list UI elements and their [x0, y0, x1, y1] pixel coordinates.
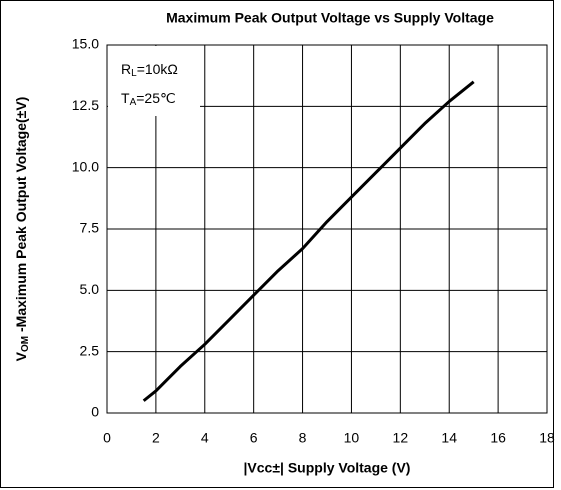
annotation-main: R	[121, 61, 131, 77]
x-tick-label: 16	[490, 430, 506, 446]
y-axis-label-group: VOM -Maximum Peak Output Voltage(±V)	[13, 97, 31, 362]
annotation: RL=10kΩ	[121, 61, 178, 79]
annotation-rest: =25℃	[136, 90, 175, 106]
annotation-sub: L	[131, 68, 137, 79]
annotation: TA=25℃	[121, 90, 176, 108]
y-axis-label: VOM -Maximum Peak Output Voltage(±V)	[13, 97, 31, 362]
x-tick-label: 14	[441, 430, 457, 446]
chart-title: Maximum Peak Output Voltage vs Supply Vo…	[166, 10, 494, 26]
annotation-box	[108, 46, 200, 116]
line-series	[142, 80, 475, 402]
y-tick-label: 0	[91, 404, 99, 420]
y-axis-label-sub: OM	[20, 336, 31, 352]
x-tick-label: 6	[250, 430, 258, 446]
x-tick-label: 10	[344, 430, 360, 446]
x-tick-label: 12	[393, 430, 409, 446]
x-tick-label: 8	[299, 430, 307, 446]
x-axis-label: |Vcc±| Supply Voltage (V)	[244, 460, 411, 476]
y-tick-label: 10.0	[72, 158, 99, 174]
y-tick-label: 15.0	[72, 36, 99, 52]
y-axis-label-main: V	[13, 351, 29, 361]
x-tick-label: 2	[152, 430, 160, 446]
y-tick-label: 12.5	[72, 97, 99, 113]
y-tick-label: 2.5	[80, 342, 100, 358]
x-tick-label: 18	[539, 430, 555, 446]
annotation-rest: =10kΩ	[137, 61, 178, 77]
x-tick-label: 0	[103, 430, 111, 446]
x-tick-label: 4	[201, 430, 209, 446]
annotation-sub: A	[130, 97, 137, 108]
y-axis-label-rest: -Maximum Peak Output Voltage(±V)	[13, 97, 29, 336]
y-tick-label: 7.5	[80, 220, 100, 236]
y-tick-label: 5.0	[80, 281, 100, 297]
annotation-main: T	[121, 90, 130, 106]
